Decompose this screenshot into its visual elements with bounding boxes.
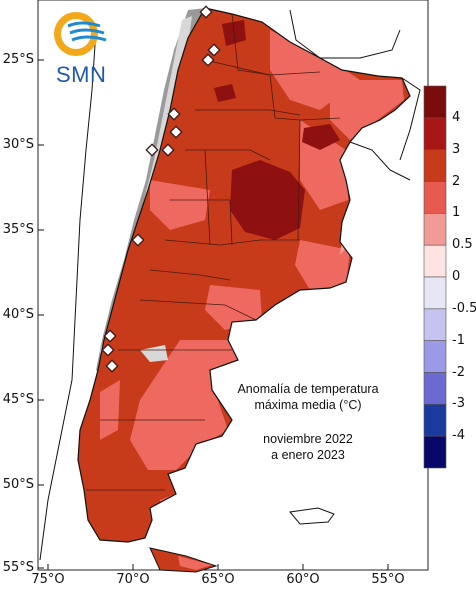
station-marker	[169, 125, 183, 139]
station-marker	[103, 329, 117, 343]
lat-label-30: 30°S	[2, 137, 34, 152]
period-line-2: a enero 2023	[271, 448, 345, 462]
colorbar-swatch	[423, 276, 447, 310]
station-markers	[101, 5, 221, 373]
station-marker	[199, 5, 213, 19]
province-borders	[86, 13, 341, 491]
lon-label-55: 55°O	[371, 572, 405, 587]
lat-label-40: 40°S	[2, 307, 34, 322]
lon-label-75: 75°O	[31, 572, 65, 587]
colorbar-label: -0.5	[452, 300, 476, 316]
lon-label-65: 65°O	[201, 572, 235, 587]
colorbar-label: 1	[452, 205, 461, 221]
country-borders	[39, 9, 421, 561]
lat-label-50: 50°S	[2, 477, 34, 492]
colorbar-label: -1	[452, 332, 465, 348]
argentina-outline	[77, 7, 411, 543]
station-marker	[161, 143, 175, 157]
colorbar	[423, 85, 447, 469]
colorbar-label: 2	[452, 173, 461, 189]
colorbar-swatch	[423, 85, 447, 119]
colorbar-label: 0	[452, 269, 461, 284]
smn-logo	[54, 12, 107, 56]
axis-ticks	[38, 59, 389, 570]
colorbar-label: 4	[452, 109, 461, 125]
colorbar-swatch	[423, 181, 447, 214]
lat-label-55: 55°S	[2, 560, 34, 575]
malvinas-islands	[289, 507, 335, 525]
station-marker	[105, 359, 119, 373]
station-marker	[201, 53, 215, 67]
colorbar-label: -2	[452, 364, 465, 380]
colorbar-label: -3	[452, 396, 465, 412]
colorbar-swatch	[423, 308, 447, 341]
colorbar-swatch	[423, 244, 447, 278]
logo-text: SMN	[56, 62, 107, 87]
colorbar-swatch	[423, 404, 447, 437]
colorbar-swatch	[423, 372, 447, 405]
title-line-2: máxima media (°C)	[254, 398, 362, 412]
lon-label-70: 70°O	[116, 572, 150, 587]
station-marker	[207, 43, 221, 57]
colorbar-label: 3	[452, 141, 461, 157]
station-marker	[101, 343, 115, 357]
lat-label-45: 45°S	[2, 392, 34, 407]
lon-label-60: 60°O	[286, 572, 320, 587]
period-line-1: noviembre 2022	[263, 432, 353, 446]
tierra-del-fuego-warm	[178, 556, 212, 570]
colorbar-swatch	[423, 117, 447, 150]
colorbar-label: -4	[452, 428, 465, 444]
andes-terrain-light	[100, 16, 192, 362]
station-marker	[145, 143, 159, 157]
colorbar-label: 0.5	[452, 237, 473, 253]
station-marker	[167, 107, 181, 121]
colorbar-swatch	[423, 340, 447, 373]
colorbar-swatch	[423, 149, 447, 182]
colorbar-swatch	[423, 435, 447, 469]
title-line-1: Anomalía de temperatura	[237, 382, 379, 396]
lat-label-25: 25°S	[2, 52, 34, 67]
lat-label-35: 35°S	[2, 222, 34, 237]
station-marker	[131, 233, 145, 247]
colorbar-swatch	[423, 213, 447, 246]
